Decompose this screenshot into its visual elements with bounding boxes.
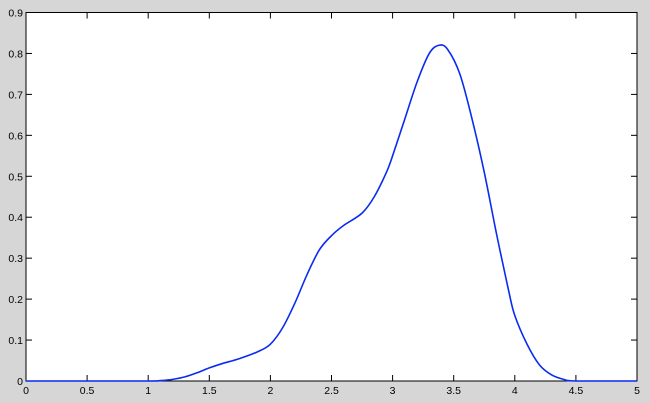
x-tick-label: 2 — [267, 385, 273, 397]
y-tick-label: 0.7 — [8, 89, 23, 101]
y-tick-label: 0.8 — [8, 48, 23, 60]
y-tick-label: 0.1 — [8, 335, 23, 347]
y-tick-label: 0.3 — [8, 253, 23, 265]
y-tick-label: 0.2 — [8, 294, 23, 306]
x-tick-label: 2.5 — [324, 385, 339, 397]
series-line — [26, 44, 637, 382]
x-tick-label: 0.5 — [80, 385, 95, 397]
x-tick-label: 4 — [512, 385, 518, 397]
y-tick-label: 0.4 — [8, 212, 23, 224]
x-tick-label: 0 — [23, 385, 29, 397]
y-tick-label: 0 — [17, 376, 23, 388]
x-tick-label: 3 — [390, 385, 396, 397]
x-tick-label: 1.5 — [202, 385, 217, 397]
y-tick-label: 0.5 — [8, 171, 23, 183]
x-tick-label: 4.5 — [569, 385, 584, 397]
x-tick-label: 1 — [145, 385, 151, 397]
plot-area — [25, 12, 638, 382]
y-tick-label: 0.6 — [8, 130, 23, 142]
x-tick-label: 3.5 — [446, 385, 461, 397]
x-tick-label: 5 — [634, 385, 640, 397]
y-tick-label: 0.9 — [8, 8, 23, 20]
